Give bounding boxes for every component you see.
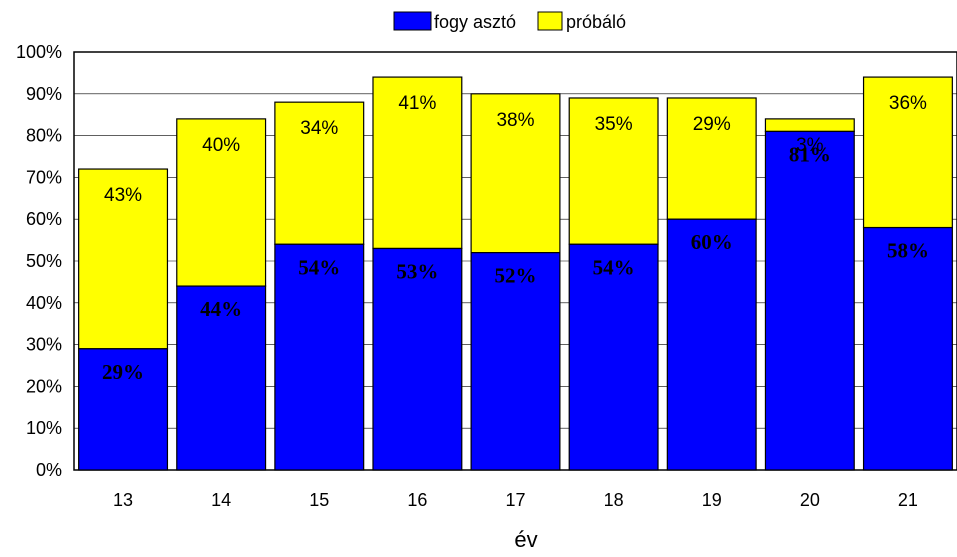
data-label-probalo: 36%: [889, 93, 927, 114]
x-axis-tick-labels: 13 14 15 16 17 18 19 20 21: [113, 490, 918, 510]
y-axis-tick-labels: 0% 10% 20% 30% 40% 50% 60% 70% 80% 90% 100%: [16, 42, 62, 480]
data-label-probalo: 43%: [104, 185, 142, 206]
data-label-probalo: 29%: [693, 114, 731, 135]
x-tick-label: 21: [898, 490, 918, 510]
x-tick-label: 13: [113, 490, 133, 510]
data-label-fogyaszto: 60%: [691, 230, 733, 254]
legend-label-fogyaszto: fogy asztó: [434, 12, 516, 32]
y-tick-label: 50%: [26, 251, 62, 271]
data-label-fogyaszto: 29%: [102, 360, 144, 384]
x-tick-label: 15: [309, 490, 329, 510]
x-tick-label: 14: [211, 490, 231, 510]
y-tick-label: 90%: [26, 84, 62, 104]
y-tick-label: 30%: [26, 335, 62, 355]
bar-segment-probalo: [470, 93, 561, 254]
legend: fogy asztó próbáló: [393, 11, 626, 32]
data-label-fogyaszto: 53%: [396, 259, 438, 283]
bar-segment-fogyaszto: [764, 130, 855, 471]
y-tick-label: 0%: [36, 460, 62, 480]
bar-segment-probalo: [78, 168, 169, 350]
data-label-fogyaszto: 44%: [200, 297, 242, 321]
x-tick-label: 20: [800, 490, 820, 510]
data-label-fogyaszto: 54%: [298, 255, 340, 279]
bar-segment-probalo: [274, 101, 365, 245]
bar-segment-probalo: [666, 97, 757, 220]
x-tick-label: 19: [702, 490, 722, 510]
data-label-probalo: 38%: [496, 110, 534, 131]
data-label-fogyaszto: 54%: [593, 255, 635, 279]
bar-segment-fogyaszto: [274, 243, 365, 471]
data-label-probalo: 3%: [796, 135, 824, 156]
y-tick-label: 100%: [16, 42, 62, 62]
x-tick-label: 17: [505, 490, 525, 510]
data-label-probalo: 34%: [300, 118, 338, 139]
legend-swatch-fogyaszto: [393, 11, 432, 31]
bar-segment-fogyaszto: [470, 252, 561, 471]
bar-segment-fogyaszto: [372, 247, 463, 471]
bar-segment-fogyaszto: [176, 285, 267, 471]
legend-label-probalo: próbáló: [566, 12, 626, 32]
x-tick-label: 18: [604, 490, 624, 510]
bar-segment-fogyaszto: [862, 226, 953, 471]
y-tick-label: 40%: [26, 293, 62, 313]
data-label-probalo: 40%: [202, 135, 240, 156]
data-label-fogyaszto: 58%: [887, 239, 929, 263]
y-tick-label: 60%: [26, 209, 62, 229]
bar-segment-probalo: [568, 97, 659, 245]
y-tick-label: 20%: [26, 376, 62, 396]
x-axis-title: év: [514, 527, 537, 552]
bar-segment-probalo: [764, 118, 855, 133]
data-label-fogyaszto: 52%: [495, 264, 537, 288]
data-label-fogyaszto: 81%: [789, 142, 831, 166]
bars: 43% 29% 40% 44% 34% 54% 41% 53% 38% 52% 35% 54% 29% 6…: [78, 76, 953, 471]
y-tick-label: 80%: [26, 126, 62, 146]
bar-segment-fogyaszto: [666, 218, 757, 471]
x-tick-label: 16: [407, 490, 427, 510]
data-label-probalo: 41%: [398, 93, 436, 114]
bar-segment-fogyaszto: [568, 243, 659, 471]
bar-segment-fogyaszto: [78, 348, 169, 471]
y-tick-label: 70%: [26, 167, 62, 187]
bar-segment-probalo: [372, 76, 463, 250]
y-tick-label: 10%: [26, 418, 62, 438]
legend-swatch-probalo: [537, 11, 563, 31]
bar-segment-probalo: [862, 76, 953, 229]
data-label-probalo: 35%: [595, 114, 633, 135]
